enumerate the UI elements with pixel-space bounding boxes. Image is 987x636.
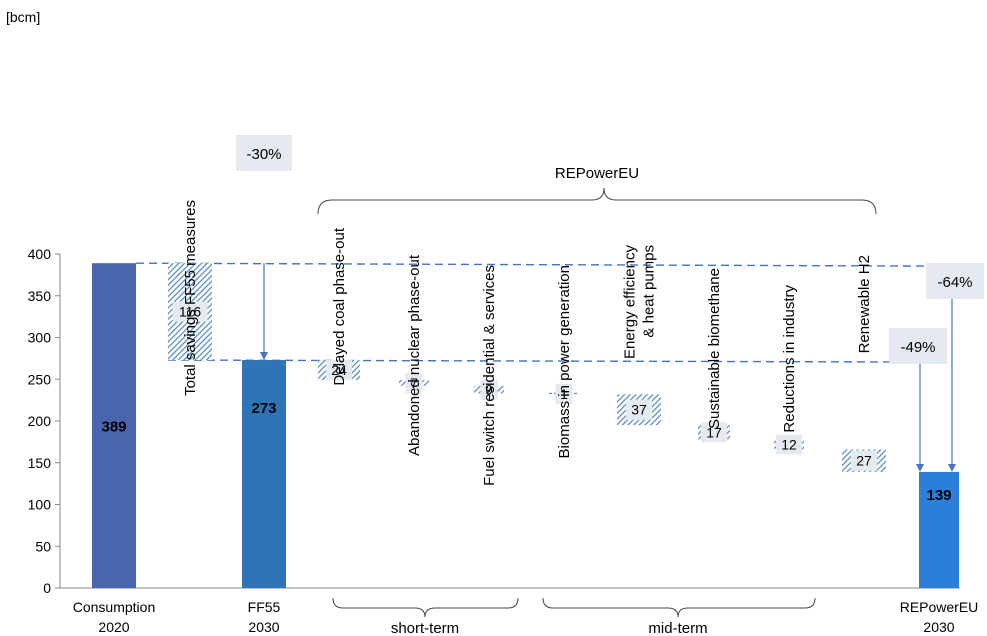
x-tick-label: Biomass in power generation — [556, 265, 573, 458]
step-value-box — [701, 422, 727, 443]
x-tick-label: Renewable H2 — [856, 255, 873, 353]
step-category-label: Sustainable biomethane — [706, 268, 723, 429]
step-value-box — [776, 434, 802, 455]
y-tick-label: 50 — [35, 538, 51, 554]
y-tick-label: 0 — [43, 580, 51, 596]
connector-line-ff55 — [167, 359, 921, 363]
y-unit-label: [bcm] — [6, 9, 40, 25]
y-tick-label: 300 — [28, 330, 52, 346]
connector-lines — [135, 262, 956, 472]
step-value-label: 1 — [560, 386, 568, 402]
y-tick-label: 200 — [28, 413, 52, 429]
annotation-ff55-change: -30% — [236, 135, 292, 171]
x-tick-label: FF55 — [248, 599, 281, 615]
step-value-box — [626, 399, 652, 420]
step-value-label: 12 — [781, 436, 797, 452]
x-tick-label: 2020 — [98, 619, 129, 635]
bars: 389 273 139 116 24 7 9 1 37 17 12 27 — [92, 263, 959, 588]
total-bar-value-label: 389 — [101, 419, 126, 436]
step-category-label: Total savings FF55 measures — [182, 200, 199, 396]
x-tick-label: Delayed coal phase-out — [331, 227, 348, 385]
step-value-label: 9 — [485, 382, 493, 398]
connector-line-2020 — [135, 262, 953, 267]
x-tick-label: 2030 — [923, 619, 954, 635]
brace-short-term — [332, 597, 519, 618]
annotation-repower-vs-ff55: -49% — [889, 328, 947, 364]
step-category-label: Biomass in power generation — [556, 265, 573, 458]
step-category-label: Reductions in industry — [781, 285, 798, 433]
step-category-label: Energy efficiency & heat pumps — [622, 245, 658, 359]
annotation-repower-vs-2020: -64% — [926, 263, 984, 299]
step-value-label: 24 — [331, 362, 347, 378]
y-axis: 0 50 100 150 200 250 300 350 400 — [28, 246, 960, 596]
x-tick-label: Fuel switch residential & services — [481, 265, 498, 486]
x-tick-label: REPowerEU — [900, 599, 979, 615]
step-value-label: 27 — [856, 453, 872, 469]
x-tick-label: Total savings FF55 measures — [182, 200, 199, 396]
x-tick-label: 2030 — [248, 619, 279, 635]
total-bar — [92, 263, 136, 588]
x-tick-label: Abandoned nuclear phase-out — [406, 254, 423, 456]
annotation-box — [236, 135, 292, 171]
category-labels: Consumption 2020 FF55 2030 REPowerEU 2030 Tota… — [73, 200, 979, 635]
step-value-box — [405, 373, 423, 394]
y-tick-label: 150 — [28, 455, 52, 471]
step-category-label: Delayed coal phase-out — [331, 227, 348, 385]
step-value-box — [326, 360, 352, 381]
step-category-label: Renewable H2 — [856, 255, 873, 353]
brace-repowereu — [317, 187, 877, 215]
x-tick-label: Consumption — [73, 599, 156, 615]
brace-short-term-label: short-term — [391, 620, 459, 636]
step-value-box — [172, 301, 208, 322]
total-bar-value-label: 273 — [251, 400, 276, 417]
brace-mid-term — [542, 597, 816, 618]
step-value-label: 116 — [179, 304, 202, 320]
total-bar-value-label: 139 — [926, 487, 951, 504]
x-tick-label: Reductions in industry — [781, 285, 798, 433]
annotations: -30% -64% -49% REPowerEU short-term mid-… — [236, 135, 984, 636]
step-value-label: 17 — [706, 424, 722, 440]
annotation-ff55-change-text: -30% — [246, 146, 281, 163]
step-value-box — [480, 379, 498, 400]
annotation-box — [889, 328, 947, 364]
x-tick-label: Energy efficiency — [622, 245, 639, 359]
y-tick-label: 250 — [28, 371, 52, 387]
x-tick-label: Sustainable biomethane — [706, 268, 723, 429]
y-tick-label: 400 — [28, 246, 52, 262]
step-value-label: 37 — [631, 402, 647, 418]
y-tick-label: 100 — [28, 497, 52, 513]
brace-repowereu-label: REPowerEU — [555, 165, 639, 182]
step-value-box — [851, 450, 877, 471]
step-value-label: 7 — [410, 375, 418, 391]
step-category-label: Abandoned nuclear phase-out — [406, 254, 423, 456]
step-value-box — [555, 383, 573, 404]
annotation-repower-vs-2020-text: -64% — [937, 274, 972, 291]
total-bar — [242, 360, 286, 588]
total-bar — [919, 471, 959, 588]
annotation-repower-vs-ff55-text: -49% — [900, 339, 935, 356]
y-tick-label: 350 — [28, 288, 52, 304]
x-tick-label: & heat pumps — [641, 245, 658, 338]
annotation-box — [926, 263, 984, 299]
brace-mid-term-label: mid-term — [648, 620, 707, 636]
step-category-label: Fuel switch residential & services — [481, 265, 498, 486]
